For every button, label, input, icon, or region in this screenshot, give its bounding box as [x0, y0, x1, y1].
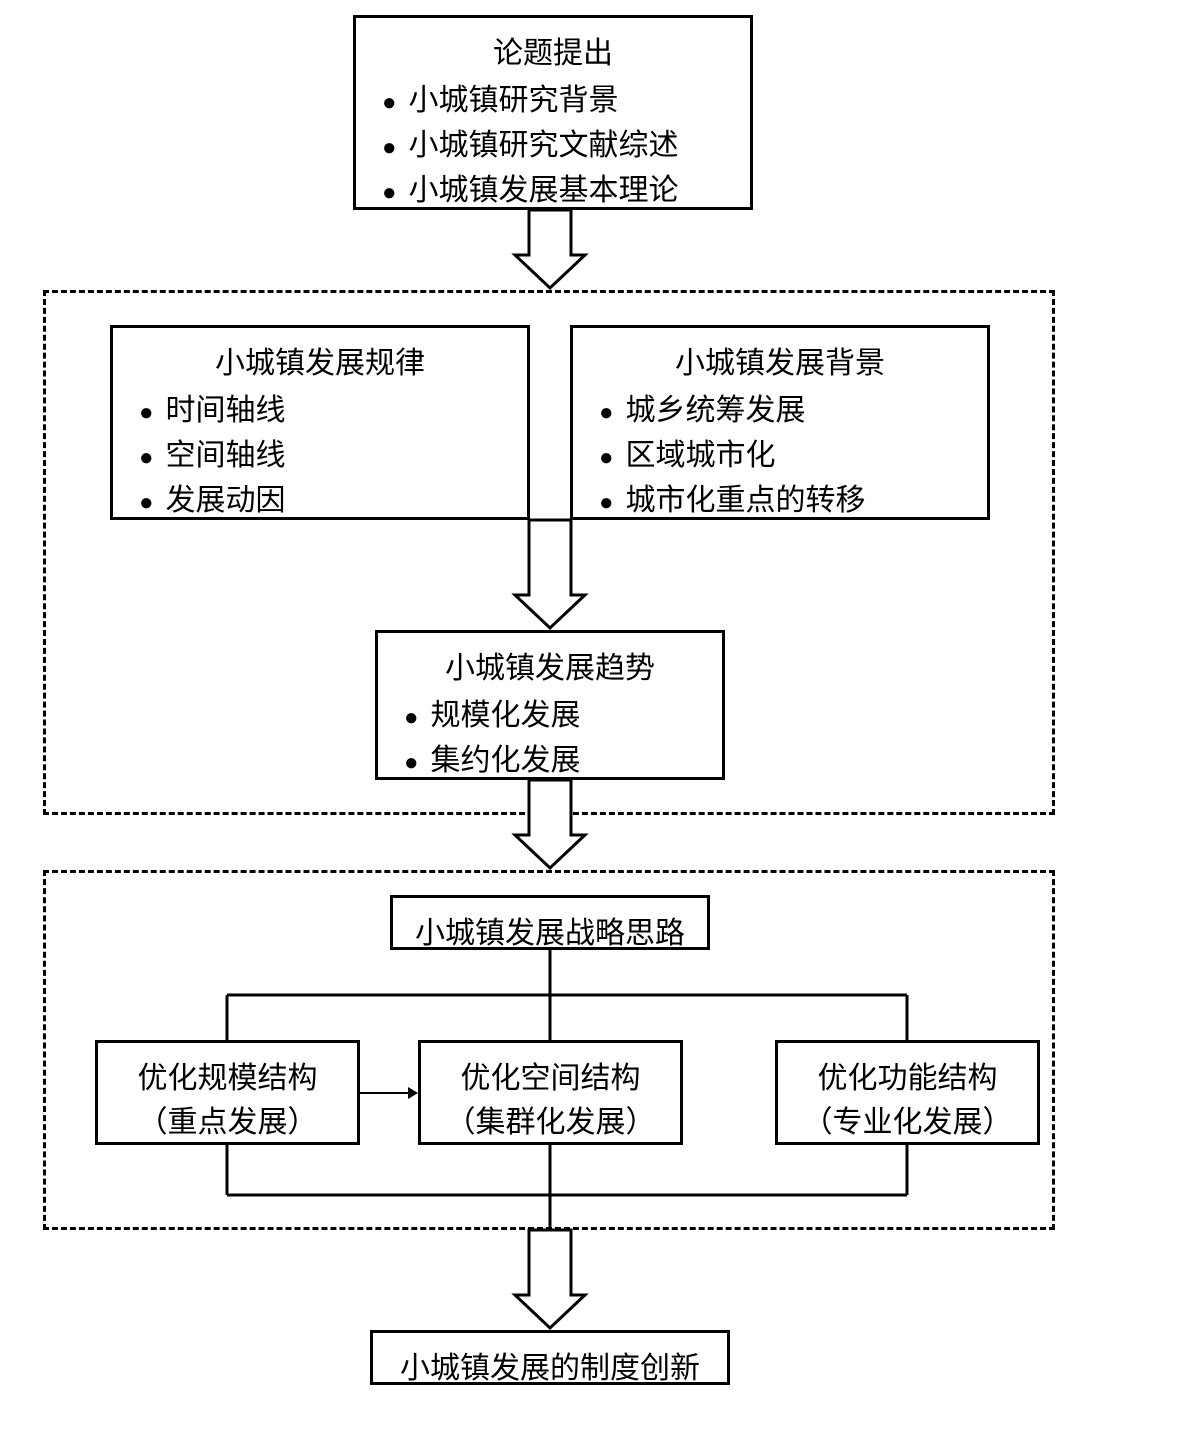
arrow-n6-to-n7 — [360, 1085, 418, 1101]
branch-n5-to-n678 — [0, 0, 1197, 1434]
